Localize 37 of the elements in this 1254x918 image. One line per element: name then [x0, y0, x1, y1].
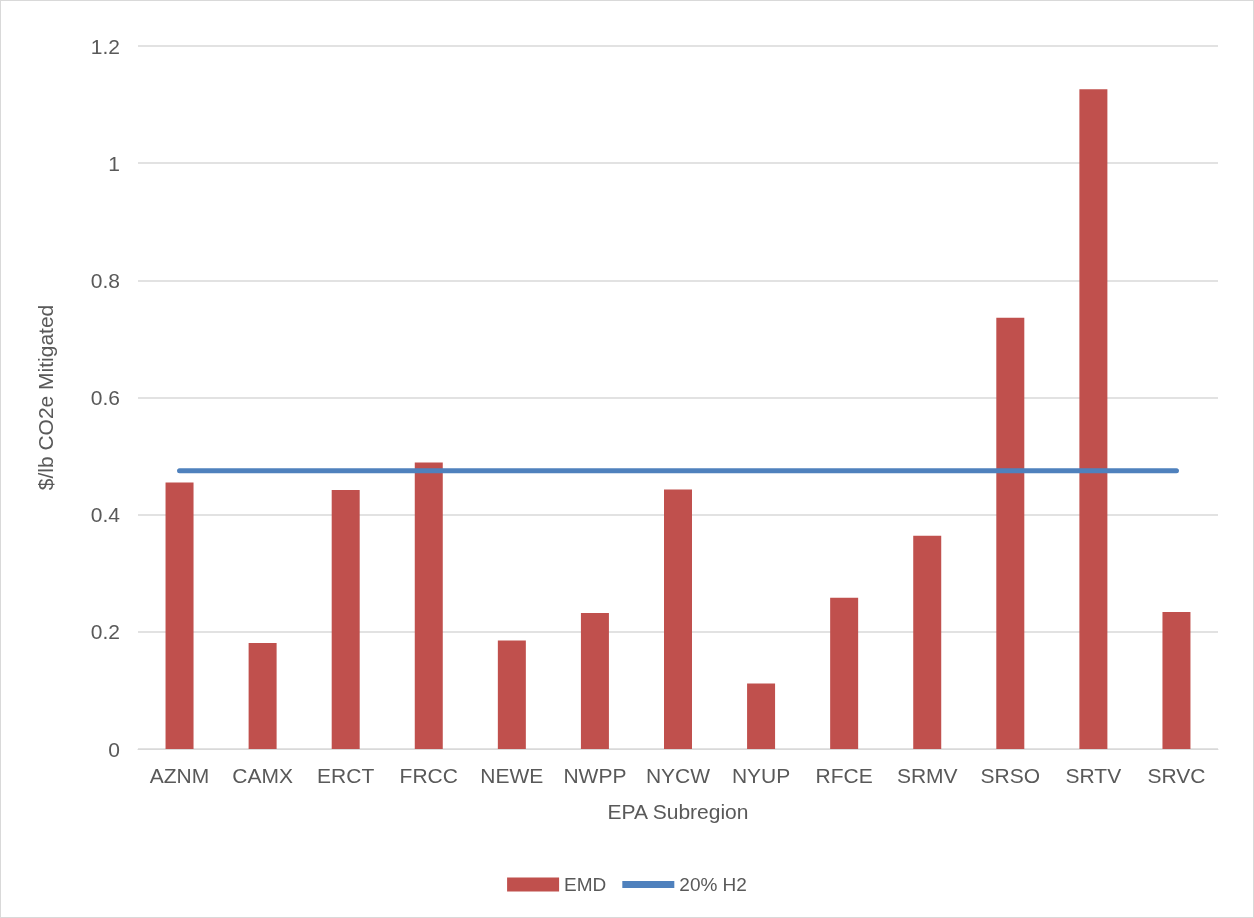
x-tick-label: AZNM — [149, 764, 210, 787]
y-tick-label: 0.8 — [90, 268, 120, 292]
bar — [913, 535, 942, 749]
x-tick-label: SRSO — [980, 764, 1041, 787]
y-tick-label: 1.2 — [90, 34, 120, 58]
x-axis-title: EPA Subregion — [607, 800, 749, 823]
x-tick-label: ERCT — [317, 764, 375, 787]
y-axis-title: $/lb CO2e Mitigated — [34, 304, 57, 491]
bar — [248, 642, 277, 749]
bar — [830, 597, 859, 749]
x-tick-label: SRMV — [896, 764, 958, 787]
bar — [996, 317, 1025, 749]
bar — [664, 489, 692, 749]
y-tick-label: 0 — [108, 737, 120, 761]
bar — [497, 640, 526, 749]
x-tick-label: NWPP — [563, 764, 627, 787]
legend-label: 20% H2 — [679, 874, 747, 895]
y-tick-label: 0.4 — [90, 503, 121, 527]
x-tick-label: NYUP — [731, 764, 791, 787]
bar — [1162, 611, 1191, 749]
x-tick-label: NEWE — [480, 764, 544, 787]
x-tick-label: FRCC — [399, 764, 458, 787]
bar — [747, 683, 776, 749]
x-tick-label: SRTV — [1065, 764, 1122, 787]
y-tick-label: 0.6 — [90, 386, 120, 409]
bar — [414, 462, 443, 749]
bar — [1079, 89, 1108, 749]
x-tick-label: RFCE — [815, 764, 873, 787]
legend-label: EMD — [564, 874, 607, 895]
x-tick-label: SRVC — [1147, 764, 1206, 787]
bar — [580, 613, 609, 749]
bar — [331, 490, 360, 749]
y-tick-label: 0.2 — [90, 620, 120, 644]
y-tick-label: 1 — [108, 151, 120, 175]
x-tick-label: NYCW — [645, 764, 711, 787]
bar — [165, 482, 194, 749]
x-tick-label: CAMX — [232, 764, 293, 787]
